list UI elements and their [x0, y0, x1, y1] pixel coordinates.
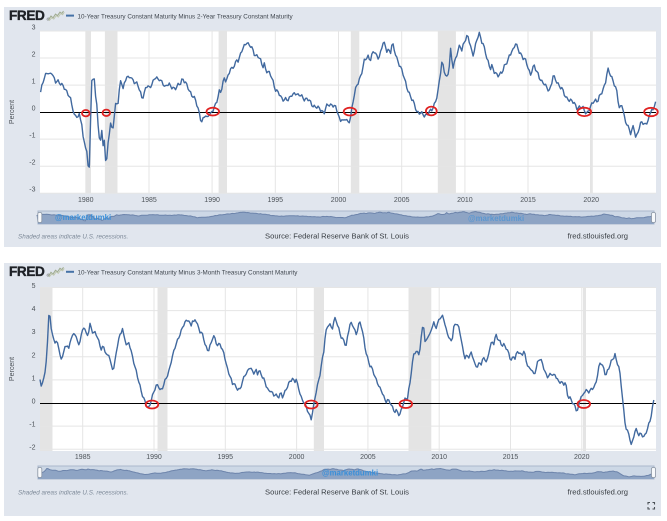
svg-text:Percent: Percent: [9, 100, 16, 124]
svg-text:2000: 2000: [289, 454, 305, 461]
svg-text:5: 5: [32, 283, 36, 290]
svg-text:Source: Federal Reserve Bank o: Source: Federal Reserve Bank of St. Loui…: [265, 232, 409, 241]
svg-text:2000: 2000: [331, 197, 347, 204]
svg-text:-1: -1: [29, 133, 35, 140]
svg-text:@marketdumki: @marketdumki: [55, 213, 111, 222]
svg-text:-2: -2: [29, 445, 35, 452]
svg-text:Shaded areas indicate U.S. rec: Shaded areas indicate U.S. recessions.: [18, 234, 128, 241]
svg-text:-1: -1: [29, 422, 35, 429]
svg-text:1990: 1990: [204, 197, 220, 204]
svg-text:1990: 1990: [146, 454, 162, 461]
svg-text:Source: Federal Reserve Bank o: Source: Federal Reserve Bank of St. Loui…: [265, 488, 409, 497]
svg-text:FRED: FRED: [9, 8, 45, 23]
svg-text:Percent: Percent: [9, 357, 16, 381]
svg-text:1: 1: [32, 79, 36, 86]
svg-text:@marketdumki: @marketdumki: [322, 469, 378, 478]
svg-text:-3: -3: [29, 187, 35, 194]
svg-text:10-Year Treasury Constant Matu: 10-Year Treasury Constant Maturity Minus…: [78, 13, 294, 20]
svg-text:1985: 1985: [75, 454, 91, 461]
svg-text:fred.stlouisfed.org: fred.stlouisfed.org: [568, 488, 628, 497]
svg-text:2015: 2015: [520, 197, 536, 204]
svg-text:2020: 2020: [574, 454, 590, 461]
svg-text:1: 1: [32, 375, 36, 382]
svg-text:4: 4: [32, 306, 36, 313]
svg-text:2005: 2005: [394, 197, 410, 204]
svg-text:1995: 1995: [268, 197, 284, 204]
svg-text:1995: 1995: [218, 454, 234, 461]
svg-text:1980: 1980: [78, 197, 94, 204]
svg-text:FRED: FRED: [9, 264, 45, 279]
svg-text:2020: 2020: [583, 197, 599, 204]
svg-text:2015: 2015: [503, 454, 519, 461]
svg-text:2005: 2005: [360, 454, 376, 461]
svg-text:2: 2: [32, 352, 36, 359]
svg-text:0: 0: [32, 106, 36, 113]
svg-text:0: 0: [32, 399, 36, 406]
svg-text:2010: 2010: [431, 454, 447, 461]
svg-text:3: 3: [32, 329, 36, 336]
svg-text:1985: 1985: [141, 197, 157, 204]
svg-text:Shaded areas indicate U.S. rec: Shaded areas indicate U.S. recessions.: [18, 490, 128, 497]
svg-text:2010: 2010: [457, 197, 473, 204]
svg-text:3: 3: [32, 25, 36, 32]
svg-text:2: 2: [32, 52, 36, 59]
svg-text:fred.stlouisfed.org: fred.stlouisfed.org: [568, 232, 628, 241]
svg-text:@marketdumki: @marketdumki: [468, 214, 524, 223]
svg-text:10-Year Treasury Constant Matu: 10-Year Treasury Constant Maturity Minus…: [78, 270, 299, 277]
svg-text:-2: -2: [29, 160, 35, 167]
